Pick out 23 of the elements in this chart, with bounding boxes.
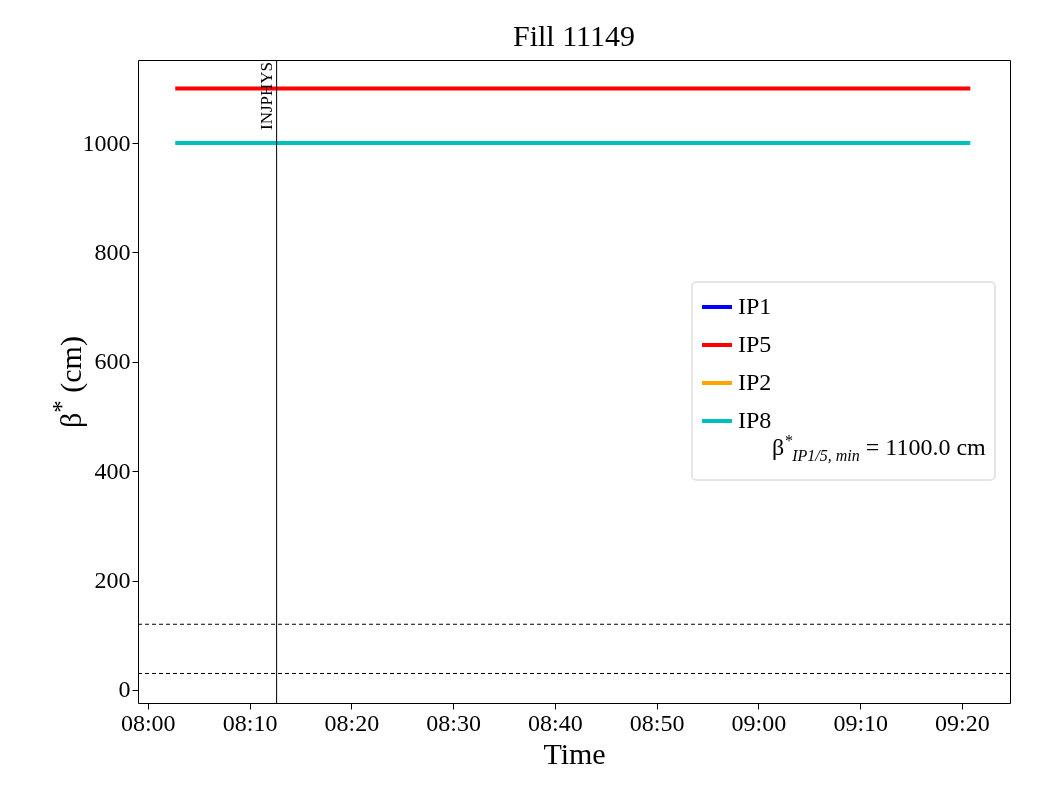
- x-tick-label: 08:20: [324, 709, 380, 736]
- x-tick-label: 08:00: [120, 709, 176, 736]
- legend-label: IP1: [738, 293, 772, 319]
- y-tick-label: 200: [94, 567, 131, 594]
- x-tick-label: 08:50: [629, 709, 685, 736]
- y-tick-label: 400: [94, 457, 131, 484]
- x-tick-label: 08:30: [426, 709, 481, 736]
- y-tick-label: 800: [94, 238, 131, 265]
- legend-label: IP8: [738, 407, 772, 433]
- chart-title: Fill 11149: [513, 18, 635, 52]
- x-axis-title: Time: [543, 736, 606, 770]
- y-tick-label: 0: [118, 676, 131, 703]
- x-tick-label: 08:40: [528, 709, 583, 736]
- x-tick-label: 08:10: [222, 709, 278, 736]
- legend-label: IP5: [738, 331, 772, 357]
- legend-label: IP2: [738, 369, 772, 395]
- y-tick-label: 600: [94, 348, 131, 375]
- x-tick-label: 09:10: [833, 709, 889, 736]
- annotation: β$^{*}$$_{IP1/5, min}$ = 1100.0 cm: [772, 432, 986, 465]
- x-tick-label: 09:00: [731, 709, 787, 736]
- x-tick-label: 09:20: [935, 709, 990, 736]
- ref-line-label: INJPHYS: [256, 62, 276, 131]
- y-tick-label: 1000: [82, 129, 131, 156]
